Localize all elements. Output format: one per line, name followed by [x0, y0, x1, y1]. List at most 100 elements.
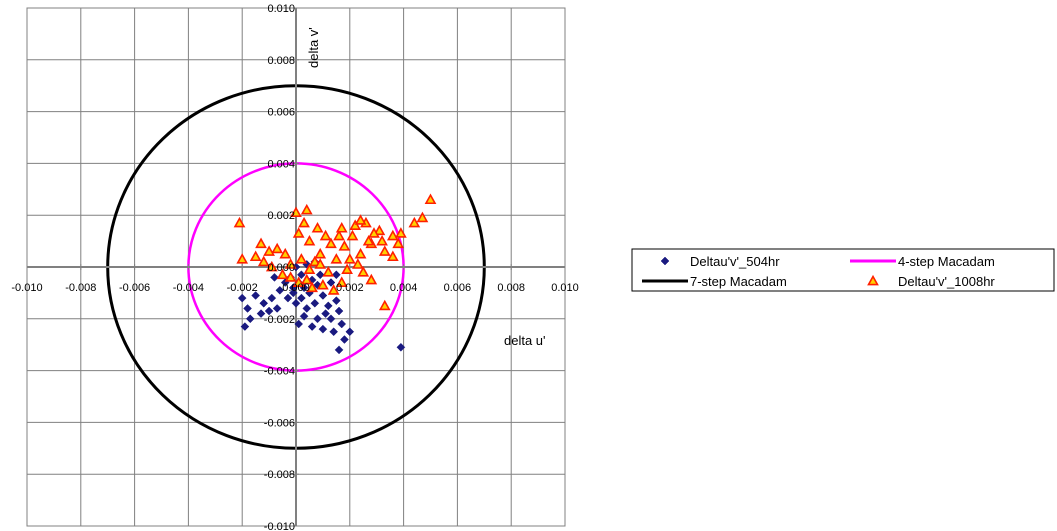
data-point-1008hr — [322, 266, 335, 277]
data-point-504hr — [396, 342, 406, 352]
x-tick-label: 0.004 — [390, 282, 418, 294]
data-point-1008hr — [386, 229, 399, 241]
data-point-504hr — [297, 293, 306, 303]
x-tick-label: -0.010 — [11, 282, 42, 294]
data-point-1008hr — [276, 268, 289, 280]
data-point-1008hr — [325, 237, 337, 249]
data-point-1008hr — [263, 245, 275, 256]
data-point-1008hr — [354, 214, 367, 225]
data-point-1008hr — [362, 234, 375, 246]
data-point-1008hr — [257, 255, 270, 267]
data-point-504hr — [345, 327, 355, 337]
data-point-1008hr — [352, 258, 364, 269]
legend-item: 4-step Macadam — [850, 254, 995, 269]
legend-box — [631, 248, 1055, 292]
data-point-1008hr — [295, 253, 308, 264]
data-point-504hr — [267, 293, 277, 303]
data-point-504hr — [272, 304, 282, 313]
y-tick-label: -0.006 — [264, 417, 295, 429]
data-point-1008hr — [292, 227, 305, 238]
data-point-1008hr — [284, 258, 297, 269]
data-point-1008hr — [298, 216, 310, 228]
data-point-1008hr — [424, 193, 437, 205]
data-point-1008hr — [290, 206, 302, 218]
legend: Deltau'v'_504hr 4-step Macadam 7-step Maca… — [631, 248, 1055, 292]
data-point-504hr — [318, 291, 328, 300]
data-point-504hr — [315, 270, 325, 280]
legend-label: 7-step Macadam — [690, 274, 787, 289]
data-point-1008hr — [292, 276, 305, 287]
legend-label: Deltau'v'_1008hr — [898, 274, 995, 289]
data-point-1008hr — [330, 253, 343, 264]
legend-label: 4-step Macadam — [898, 254, 995, 269]
data-point-1008hr — [378, 245, 391, 256]
x-tick-label: 0.002 — [336, 282, 364, 294]
data-point-504hr — [294, 319, 304, 329]
data-point-1008hr — [308, 255, 321, 267]
legend-marker-triangle — [867, 274, 879, 286]
data-point-1008hr — [338, 240, 351, 251]
y-tick-label: 0.002 — [267, 210, 295, 222]
x-tick-label: -0.008 — [65, 282, 96, 294]
data-point-1008hr — [378, 299, 391, 311]
y-tick-label: -0.008 — [264, 469, 295, 481]
data-point-504hr — [243, 304, 252, 313]
data-point-1008hr — [335, 222, 348, 233]
data-point-504hr — [259, 298, 269, 308]
data-point-504hr — [329, 327, 339, 337]
y-tick-label: -0.004 — [264, 366, 295, 378]
y-tick-label: -0.010 — [264, 521, 295, 531]
data-point-1008hr — [279, 247, 292, 259]
y-tick-label: -0.002 — [264, 314, 295, 326]
x-tick-label: 0.008 — [497, 282, 525, 294]
data-point-1008hr — [346, 229, 359, 241]
data-point-504hr — [326, 278, 336, 287]
data-point-1008hr — [395, 227, 407, 238]
data-point-504hr — [240, 322, 250, 331]
data-point-1008hr — [357, 266, 370, 277]
data-point-504hr — [264, 306, 274, 316]
x-tick-label: -0.004 — [173, 282, 204, 294]
x-axis-title: delta u' — [504, 333, 546, 348]
data-point-1008hr — [311, 222, 324, 233]
data-point-1008hr — [306, 281, 318, 293]
x-tick-label: 0.010 — [551, 282, 579, 294]
data-point-504hr — [270, 273, 279, 282]
data-point-1008hr — [300, 273, 313, 285]
data-point-1008hr — [317, 278, 329, 290]
data-point-1008hr — [335, 276, 348, 287]
data-point-1008hr — [314, 247, 327, 259]
data-point-504hr — [302, 304, 312, 313]
data-point-504hr — [245, 314, 255, 324]
legend-marker-diamond — [660, 256, 670, 266]
data-point-1008hr — [376, 234, 388, 246]
data-point-504hr — [275, 285, 285, 295]
data-point-1008hr — [249, 250, 262, 262]
legend-item: Deltau'v'_504hr — [660, 254, 780, 269]
data-point-1008hr — [271, 242, 284, 254]
data-point-1008hr — [386, 250, 399, 262]
data-point-1008hr — [265, 260, 278, 272]
data-point-1008hr — [303, 234, 316, 246]
data-point-504hr — [283, 293, 293, 303]
legend-item: Deltau'v'_1008hr — [867, 274, 995, 289]
x-tick-label: 0.000 — [282, 282, 310, 294]
data-point-1008hr — [392, 237, 405, 249]
data-point-504hr — [291, 298, 301, 308]
y-tick-label: 0.010 — [267, 3, 295, 15]
x-tick-label: -0.006 — [119, 282, 150, 294]
data-point-504hr — [321, 309, 330, 318]
data-point-1008hr — [255, 237, 267, 249]
data-point-1008hr — [408, 216, 421, 228]
legend-item: 7-step Macadam — [642, 274, 787, 289]
data-point-504hr — [307, 322, 317, 331]
data-point-1008hr — [333, 229, 345, 241]
tick-labels: -0.010 -0.008 -0.006 -0.004 -0.002 0.000 0.002… — [11, 3, 578, 531]
data-point-1008hr — [236, 253, 249, 264]
data-point-1008hr — [368, 227, 380, 238]
data-point-504hr — [237, 293, 247, 303]
data-point-1008hr — [354, 247, 367, 259]
data-point-504hr — [251, 291, 261, 300]
data-point-504hr — [310, 298, 320, 308]
